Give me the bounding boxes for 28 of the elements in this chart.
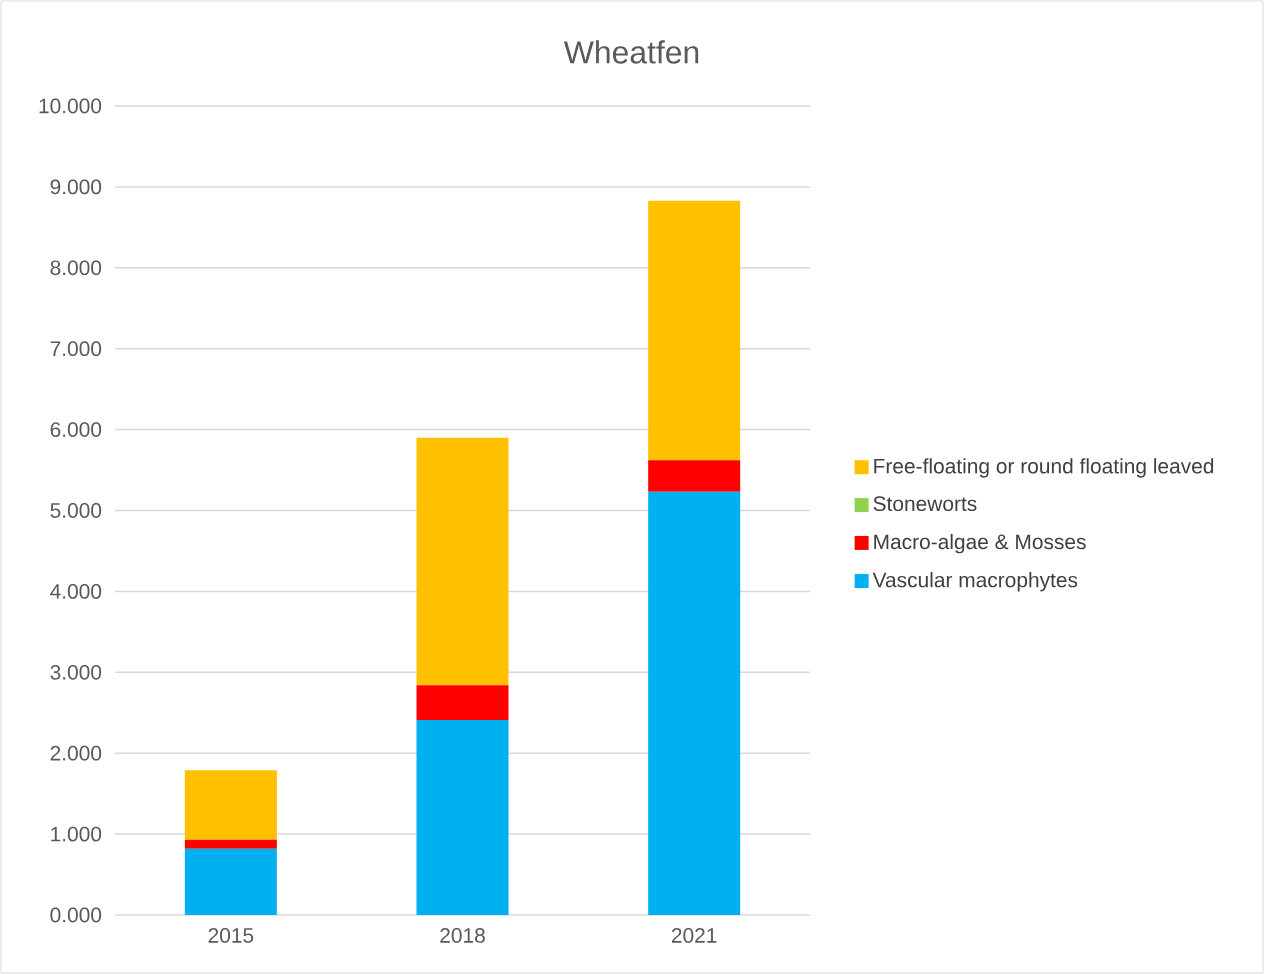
legend-label: Stoneworts	[873, 496, 977, 512]
y-tick-label: 2.000	[50, 745, 102, 761]
y-tick-label: 1.000	[51, 826, 102, 842]
chart-title: Wheatfen	[563, 40, 699, 64]
y-tick-label: 4.000	[50, 583, 102, 599]
bar	[648, 200, 741, 461]
y-tick-label: 5.000	[50, 503, 102, 518]
legend-label: Free-floating or round floating leaved	[874, 458, 1214, 478]
y-tick-label: 10.000	[39, 98, 102, 114]
y-tick-label: 6.000	[50, 422, 102, 437]
legend-label: Vascular macrophytes	[872, 571, 1078, 592]
legend-label: Macro-algae & Mosses	[874, 533, 1086, 554]
bar	[648, 491, 741, 915]
x-tick-label: 2015	[208, 928, 254, 943]
bar	[184, 848, 277, 915]
bar	[416, 720, 509, 915]
bar	[184, 770, 277, 840]
x-tick-label: 2021	[671, 928, 717, 943]
y-tick-label: 9.000	[50, 179, 102, 195]
bar	[416, 685, 509, 721]
bar	[648, 460, 741, 492]
y-tick-label: 7.000	[50, 341, 102, 357]
x-tick-label: 2018	[440, 928, 485, 943]
y-tick-label: 3.000	[50, 664, 102, 680]
bar	[416, 437, 509, 686]
y-tick-label: 8.000	[50, 260, 102, 276]
bar	[184, 839, 277, 849]
y-tick-label: 0.000	[50, 907, 102, 923]
